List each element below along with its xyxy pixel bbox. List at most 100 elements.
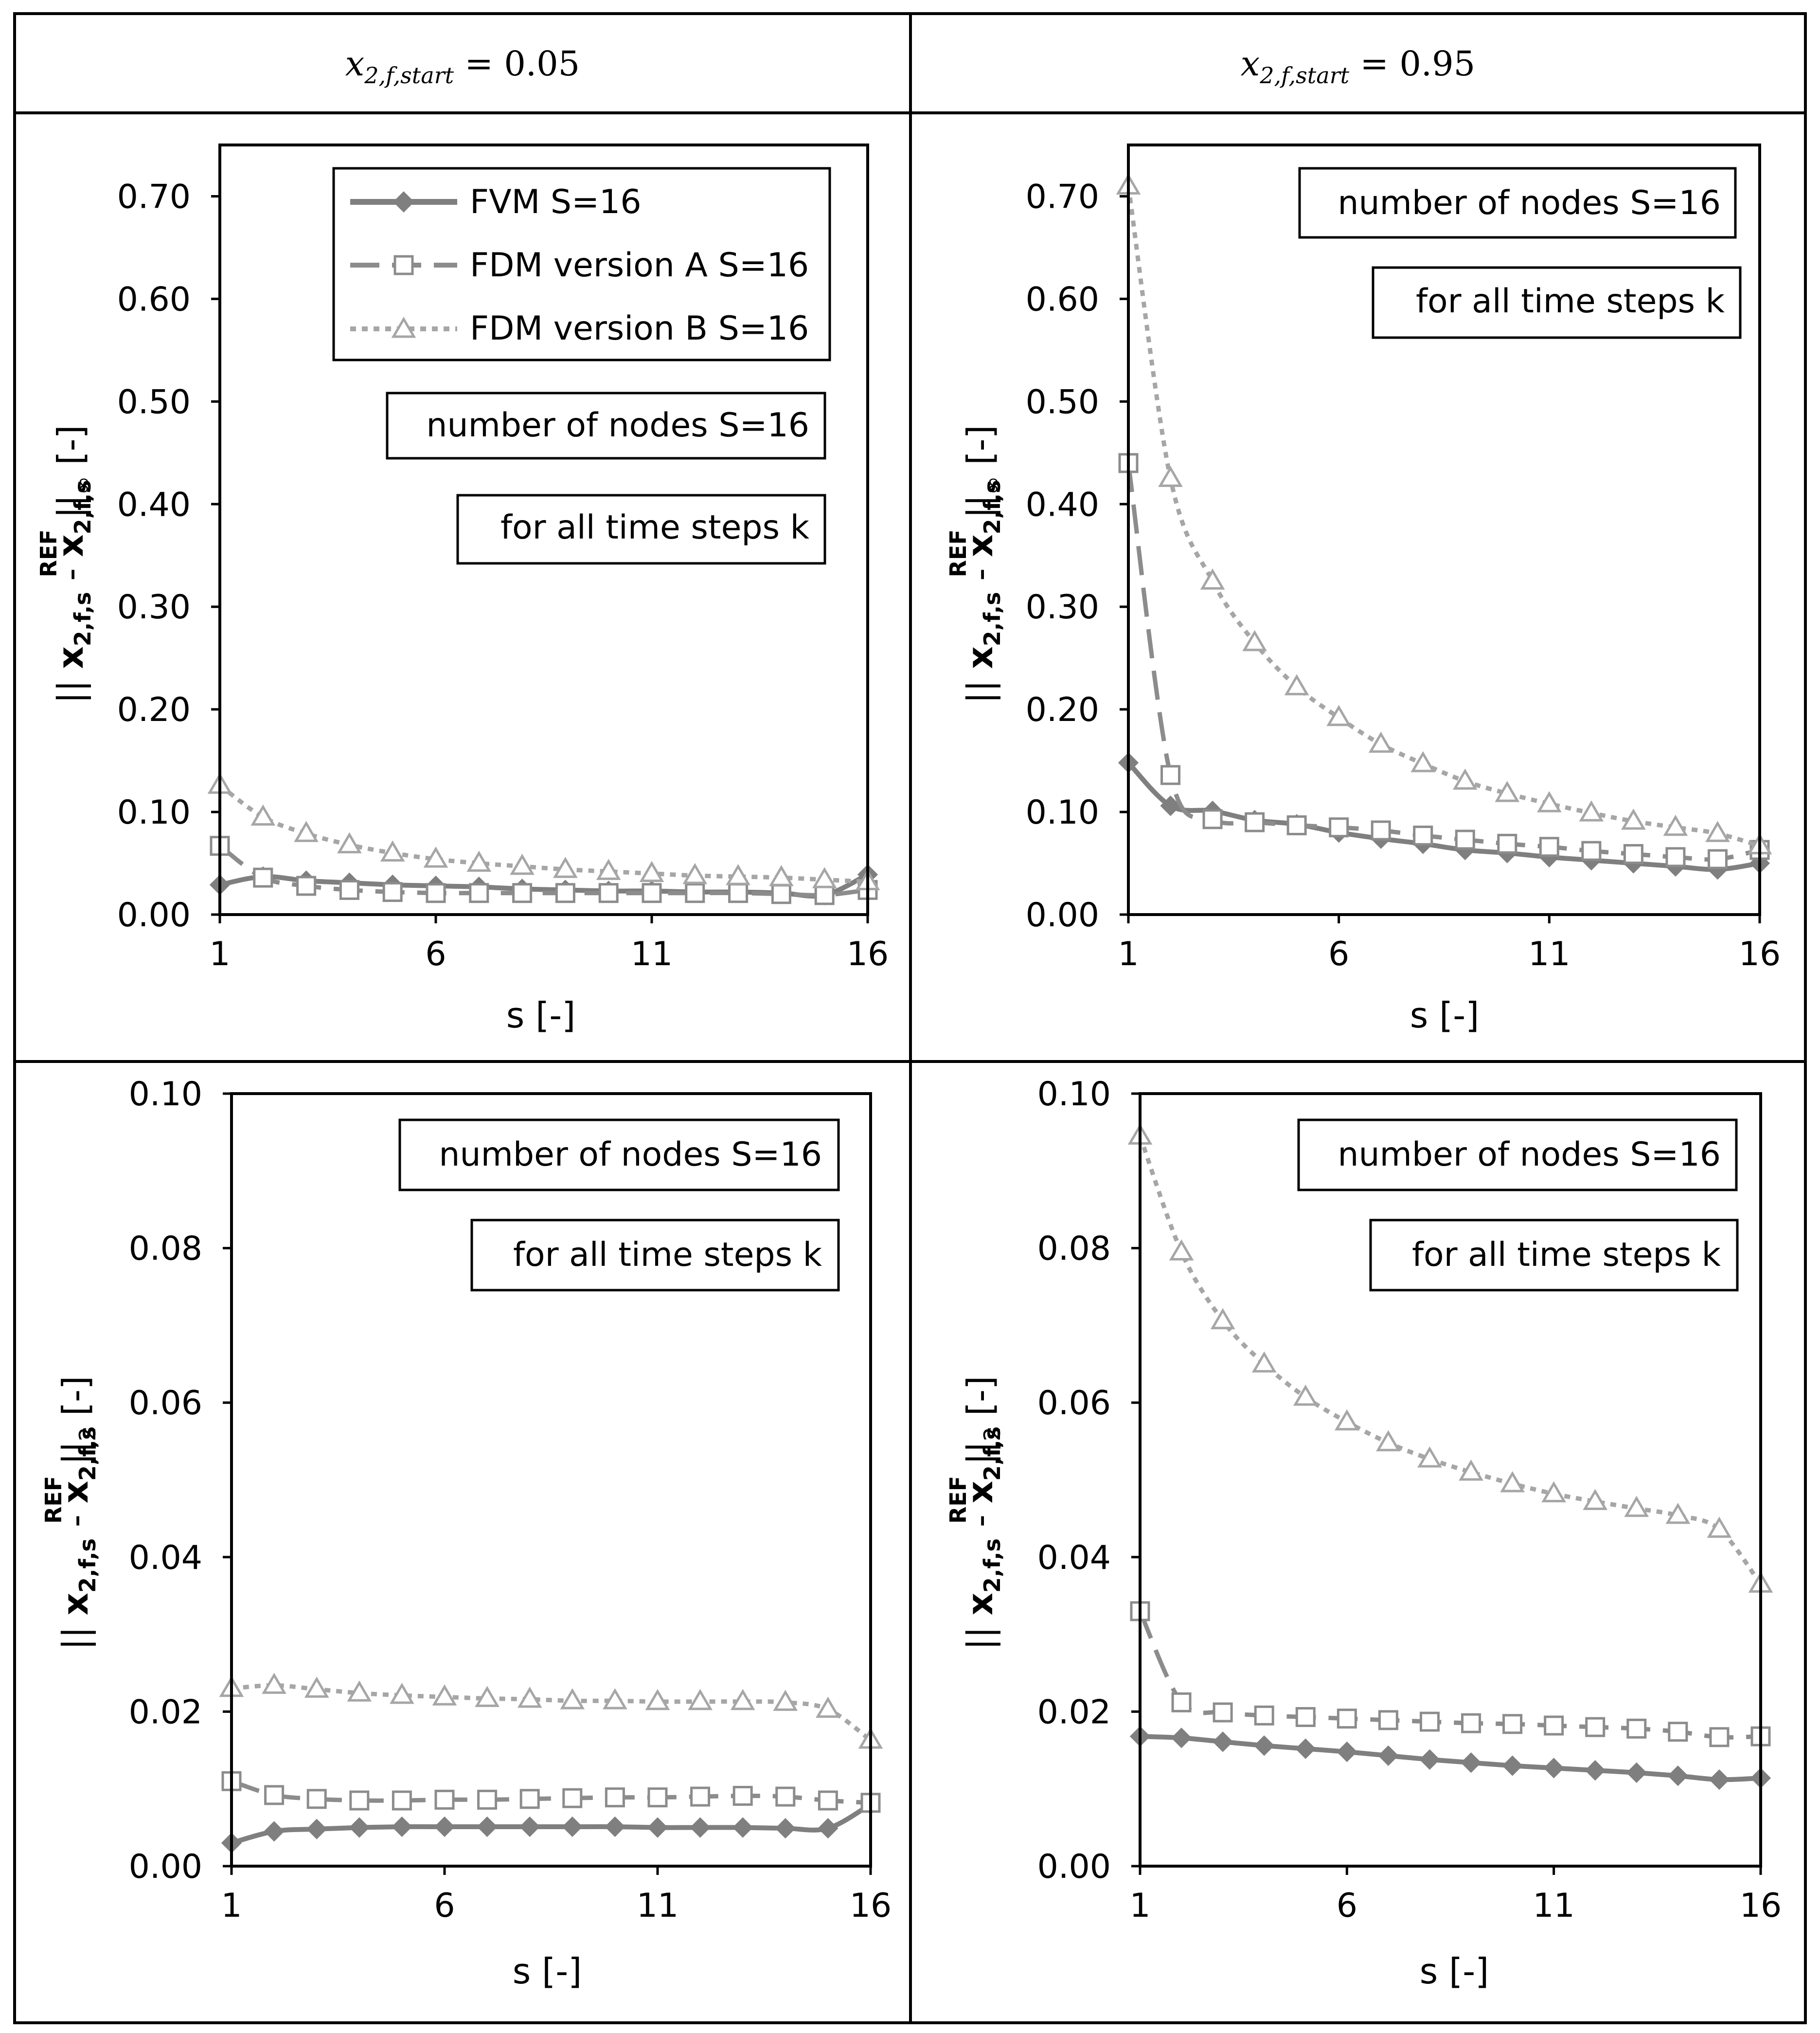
- legend-marker-fdm-b: [391, 317, 416, 338]
- point-fdm_b-7: [475, 1686, 500, 1707]
- point-fdm_b-9: [1459, 1459, 1483, 1481]
- point-fdm_a-6: [426, 883, 446, 903]
- point-fvm-9: [1461, 1752, 1481, 1773]
- point-fdm_a-4: [339, 880, 359, 900]
- point-fdm_a-4: [1254, 1705, 1274, 1726]
- point-fdm_a-7: [1378, 1710, 1398, 1730]
- x-axis-label: s [-]: [1420, 1951, 1489, 1992]
- x-tick-label: 16: [850, 1887, 892, 1925]
- point-fvm-13: [1626, 1762, 1647, 1783]
- series-line-fdm_a: [231, 1779, 871, 1805]
- point-fdm_a-10: [1497, 833, 1517, 854]
- point-fvm-2: [1160, 795, 1181, 816]
- point-fdm_b-7: [1368, 731, 1393, 753]
- note-steps: for all time steps k: [1412, 1236, 1721, 1274]
- point-fdm_b-10: [596, 859, 621, 880]
- point-fdm_b-15: [1705, 821, 1730, 842]
- point-fvm-8: [1419, 1749, 1440, 1770]
- chart-panel-top-left: 0.000.100.200.300.400.500.600.701 6 11 16 |…: [36, 144, 889, 1036]
- y-axis-label: || x2,f,s - x2,f,sREF ||∞ [-]: [945, 425, 1005, 704]
- y-tick-label: 0.08: [1037, 1230, 1111, 1268]
- note-nodes: number of nodes S=16: [439, 1135, 822, 1174]
- point-fdm_a-10: [598, 883, 619, 903]
- point-fdm_b-12: [682, 863, 708, 884]
- note-nodes: number of nodes S=16: [1338, 1135, 1721, 1174]
- point-fdm_a-7: [477, 1789, 498, 1810]
- point-fvm-7: [1378, 1745, 1399, 1766]
- note-box-steps: [456, 494, 826, 565]
- series-line-fvm: [1140, 1734, 1761, 1782]
- point-fdm_b-13: [1624, 1495, 1649, 1517]
- point-fdm_a-3: [1202, 809, 1223, 829]
- point-fdm_b-15: [1707, 1516, 1732, 1538]
- point-fdm_b-5: [1293, 1385, 1318, 1406]
- point-fvm-3: [1213, 1731, 1233, 1752]
- point-fvm-6: [1337, 1741, 1357, 1763]
- point-fvm-14: [775, 1818, 796, 1839]
- x-axis-label: s [-]: [506, 995, 576, 1036]
- x-tick-label: 1: [209, 935, 230, 973]
- note-steps: for all time steps k: [1416, 282, 1725, 321]
- point-fdm_a-9: [562, 1788, 583, 1808]
- point-fdm_b-9: [560, 1688, 585, 1709]
- point-fdm_b-6: [423, 846, 448, 868]
- point-fvm-14: [1667, 1765, 1688, 1786]
- point-fdm_b-3: [1200, 568, 1225, 590]
- y-tick-label: 0.04: [129, 1539, 202, 1577]
- point-fdm_b-11: [1541, 1481, 1567, 1503]
- note-nodes: number of nodes S=16: [426, 406, 809, 445]
- point-fdm_a-11: [1544, 1715, 1564, 1736]
- point-fdm_a-6: [1329, 817, 1349, 838]
- x-tick-label: 11: [631, 935, 673, 973]
- point-fvm-9: [562, 1816, 583, 1837]
- point-fdm_b-13: [726, 864, 750, 885]
- plot-frame: [230, 1092, 872, 1868]
- plot-frame: [218, 144, 869, 916]
- y-tick-label: 0.02: [1037, 1693, 1111, 1731]
- y-tick-label: 0.20: [1026, 691, 1099, 729]
- point-fdm_a-7: [469, 883, 489, 903]
- point-fdm_a-12: [1581, 841, 1602, 861]
- point-fdm_b-15: [816, 1696, 840, 1718]
- point-fdm_a-13: [732, 1785, 753, 1806]
- point-fdm_a-4: [1245, 812, 1265, 832]
- y-tick-label: 0.10: [1037, 1075, 1111, 1114]
- point-fdm_b-4: [337, 832, 362, 854]
- point-fdm_b-9: [553, 857, 578, 878]
- chart-panel-bottom-right: 0.000.020.040.060.080.101 6 11 16 || x2,f,s…: [945, 1075, 1782, 1992]
- legend-label-fdm-a: FDM version A S=16: [470, 246, 809, 285]
- point-fdm_b-14: [773, 1690, 798, 1711]
- note-box-nodes: [1297, 1118, 1738, 1191]
- point-fdm_b-3: [1210, 1308, 1235, 1330]
- point-fdm_b-2: [262, 1673, 286, 1694]
- point-fdm_a-7: [1371, 820, 1391, 841]
- y-tick-label: 0.00: [129, 1848, 202, 1886]
- point-fvm-15: [818, 1818, 839, 1839]
- y-tick-label: 0.20: [117, 691, 191, 729]
- point-fdm_b-13: [1621, 809, 1646, 830]
- point-fdm_a-3: [1213, 1702, 1233, 1723]
- point-fdm_a-15: [814, 885, 835, 905]
- point-fdm_a-11: [1539, 837, 1559, 857]
- point-fvm-2: [1171, 1727, 1192, 1748]
- point-fdm_b-4: [1242, 630, 1267, 651]
- point-fdm_b-6: [1334, 1409, 1359, 1431]
- header-left: x2,f,start = 0.05: [345, 44, 580, 89]
- point-fdm_b-10: [1500, 1471, 1525, 1493]
- point-fdm_b-5: [1284, 674, 1309, 696]
- point-fdm_b-7: [466, 850, 492, 872]
- note-box-nodes: [398, 1118, 840, 1191]
- x-tick-label: 6: [434, 1887, 455, 1925]
- y-tick-label: 0.00: [1037, 1848, 1111, 1886]
- point-fvm-11: [647, 1817, 668, 1838]
- y-tick-label: 0.50: [1026, 383, 1099, 421]
- x-axis-label: s [-]: [513, 1951, 582, 1992]
- y-tick-label: 0.40: [1026, 486, 1099, 524]
- x-tick-label: 6: [425, 935, 446, 973]
- series-line-fdm_b: [218, 783, 868, 884]
- point-fvm-4: [1254, 1735, 1275, 1756]
- point-fdm_a-5: [382, 882, 403, 902]
- point-fdm_b-14: [769, 865, 794, 886]
- y-tick-label: 0.08: [129, 1230, 202, 1268]
- series-line-fdm_a: [1126, 463, 1761, 862]
